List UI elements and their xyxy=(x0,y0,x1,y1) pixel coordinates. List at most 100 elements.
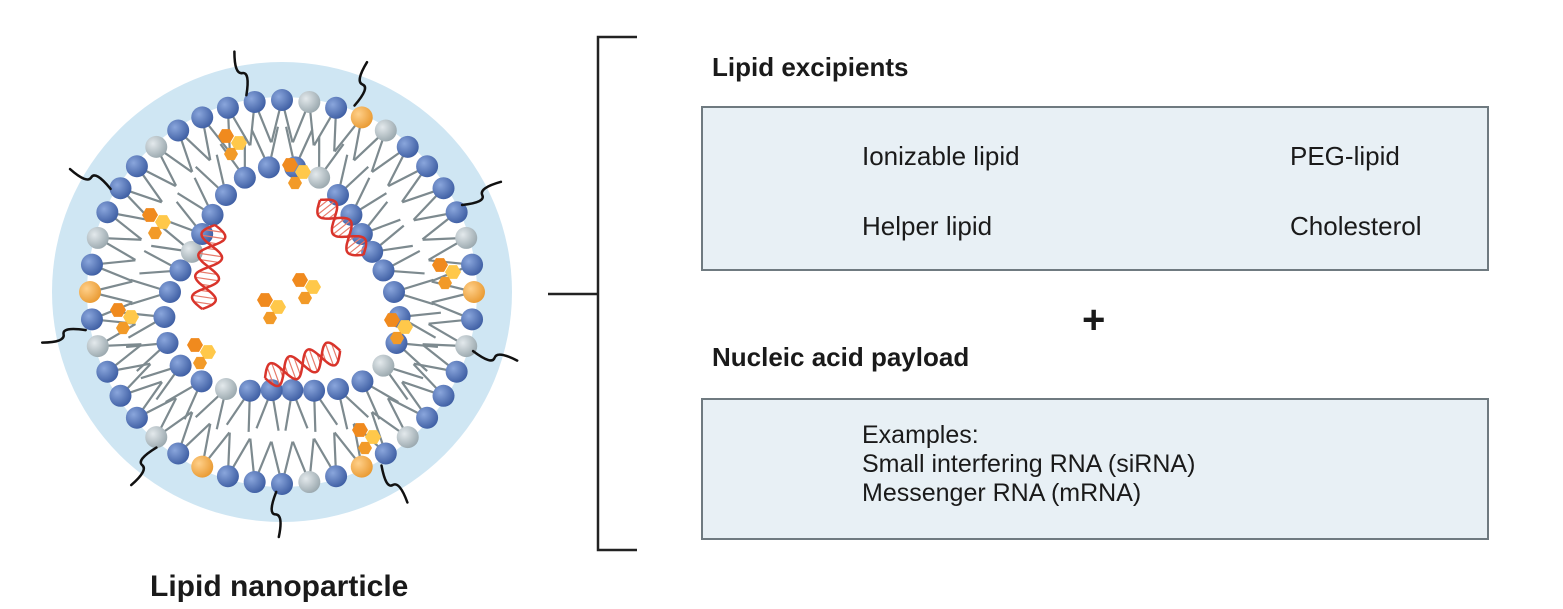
cholesterol-ring xyxy=(231,136,247,150)
cholesterol-ring xyxy=(110,303,126,317)
cholesterol-ring xyxy=(116,321,130,335)
cholesterol-ring xyxy=(224,147,238,161)
rna-backbone xyxy=(319,198,368,256)
lipid-head xyxy=(216,96,239,119)
lipid-head xyxy=(325,96,348,119)
cholesterol-ring xyxy=(200,345,216,359)
lipid-head xyxy=(169,354,192,377)
peg-chain xyxy=(68,167,112,191)
rna-base-pair xyxy=(304,353,312,372)
rna-base-pair xyxy=(332,220,351,235)
rna-base-pair xyxy=(201,234,225,240)
lipid-head xyxy=(86,335,109,358)
rna-base-pair xyxy=(198,271,218,276)
cholesterol-ring xyxy=(257,293,273,307)
rna-backbone xyxy=(263,348,342,381)
lipid-head xyxy=(461,253,484,276)
cholesterol-ring xyxy=(445,265,461,279)
nanoparticle-illustration xyxy=(40,50,519,539)
lipid-head xyxy=(180,240,203,263)
peg-chain xyxy=(353,60,369,107)
cholesterol-ring xyxy=(123,310,139,324)
rna-base-pair xyxy=(204,229,224,233)
payload-line-mrna: Messenger RNA (mRNA) xyxy=(862,479,1142,507)
lipid-head xyxy=(372,354,395,377)
lipid-head xyxy=(80,308,103,331)
lipid-head xyxy=(125,155,148,178)
lipid-head xyxy=(153,305,176,328)
payload-examples: Examples: Small interfering RNA (siRNA) … xyxy=(862,421,1195,508)
nanoparticle-caption: Lipid nanoparticle xyxy=(150,570,409,603)
lipid-head xyxy=(169,259,192,282)
cholesterol-ring xyxy=(218,129,234,143)
lipid-head xyxy=(243,90,266,113)
lipid-head xyxy=(445,201,468,224)
lipid-head xyxy=(109,177,132,200)
cholesterol-ring xyxy=(352,423,368,437)
lipid-head xyxy=(374,442,397,465)
cholesterol-ring xyxy=(288,176,302,190)
lipid-head xyxy=(281,379,304,402)
lipid-head xyxy=(96,360,119,383)
lipid-head xyxy=(238,379,261,402)
excipients-heading: Lipid excipients xyxy=(712,52,909,82)
lipid-head xyxy=(109,384,132,407)
lipid-head xyxy=(216,465,239,488)
bracket xyxy=(548,35,637,552)
peg-chain xyxy=(380,464,409,504)
peg-chain xyxy=(471,349,519,362)
outer-lipid-layer xyxy=(79,89,485,495)
cholesterol-ring xyxy=(298,291,312,305)
rna-base-pair xyxy=(308,349,318,372)
cholesterol-ring xyxy=(365,430,381,444)
lipid-head xyxy=(308,166,331,189)
lipid-head xyxy=(327,377,349,400)
cholesterol-ring xyxy=(295,165,311,179)
peg-chain xyxy=(270,490,282,539)
cholesterol-ring xyxy=(358,441,372,455)
lipid-head xyxy=(298,471,321,494)
rna-base-pair xyxy=(198,252,223,258)
lipid-head xyxy=(191,106,214,129)
lipid-head xyxy=(327,184,349,207)
cholesterol-ring xyxy=(432,258,448,272)
rna-base-pair xyxy=(331,217,346,230)
rna-base-pair xyxy=(331,343,339,362)
rna-base-pair xyxy=(192,294,216,300)
lipid-head xyxy=(351,370,374,393)
lipid-head xyxy=(416,406,439,429)
lipid-head xyxy=(383,281,405,303)
cholesterol-ring xyxy=(148,226,162,240)
lipid-head xyxy=(303,379,326,402)
rna-base-pair xyxy=(348,239,367,255)
peg-chains xyxy=(40,50,519,539)
legend-label-helper-lipid: Helper lipid xyxy=(862,211,993,241)
rna-base-pair xyxy=(321,205,338,219)
lipid-head xyxy=(191,455,214,478)
rna-base-pair xyxy=(317,199,329,209)
rna-base-pair xyxy=(324,343,334,366)
cholesterol-ring xyxy=(384,313,400,327)
lipid-head xyxy=(416,155,439,178)
lipid-head xyxy=(372,259,395,282)
payload-line-examples: Examples: xyxy=(862,421,979,449)
lipid-head xyxy=(432,384,455,407)
lipid-head xyxy=(86,226,109,249)
lipid-head xyxy=(201,203,224,226)
lipid-head xyxy=(243,471,266,494)
cholesterol-ring xyxy=(438,276,452,290)
lipid-head xyxy=(396,426,419,449)
peg-chain xyxy=(40,327,87,344)
rna-base-pair xyxy=(354,246,367,256)
cholesterol-ring xyxy=(263,311,277,325)
rna-strands xyxy=(190,198,368,388)
rna-base-pair xyxy=(293,357,301,376)
cholesterol-ring xyxy=(390,331,404,345)
cholesterol-ring xyxy=(397,320,413,334)
rna-base-pair xyxy=(346,236,363,250)
cholesterol-ring xyxy=(187,338,203,352)
legend-label-ionizable-lipid: Ionizable lipid xyxy=(862,141,1020,171)
inner-lipid-layer xyxy=(153,156,411,402)
lipid-head xyxy=(350,222,373,245)
